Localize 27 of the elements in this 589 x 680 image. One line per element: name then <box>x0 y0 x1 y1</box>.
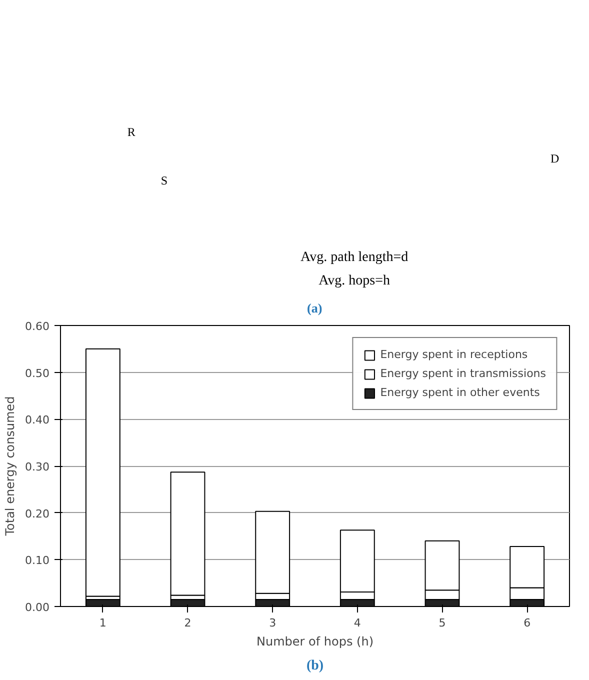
y-tick-label: 0.10 <box>25 554 50 568</box>
x-tick-label: 2 <box>184 616 192 630</box>
x-tick-label: 3 <box>269 616 276 630</box>
bar <box>85 348 120 597</box>
legend-label: Energy spent in other events <box>380 386 540 399</box>
text: (a) <box>306 300 322 316</box>
text: D <box>550 151 560 166</box>
legend-label: Energy spent in receptions <box>380 348 528 361</box>
bar <box>170 472 206 596</box>
y-tick-label: 0.00 <box>25 601 50 614</box>
text: Avg. path length=d <box>300 250 408 266</box>
legend-label: Energy spent in transmissions <box>380 367 546 380</box>
x-axis-title: Number of hops (h) <box>256 634 374 648</box>
y-tick-label: 0.60 <box>25 320 50 333</box>
x-tick-label: 5 <box>438 616 446 630</box>
x-tick-label: 1 <box>99 616 106 630</box>
y-tick-label: 0.40 <box>25 414 50 427</box>
text: R <box>127 125 136 140</box>
x-tick-label: 6 <box>524 616 531 630</box>
text: S <box>160 174 168 188</box>
y-tick-label: 0.50 <box>25 366 50 380</box>
y-tick-label: 0.20 <box>25 507 50 520</box>
y-tick-label: 0.30 <box>25 460 50 474</box>
x-tick-label: 4 <box>354 616 361 630</box>
text: (b) <box>306 658 324 674</box>
y-axis-title: Total energy consumed <box>3 396 18 537</box>
text: Avg. hops=h <box>318 273 390 288</box>
